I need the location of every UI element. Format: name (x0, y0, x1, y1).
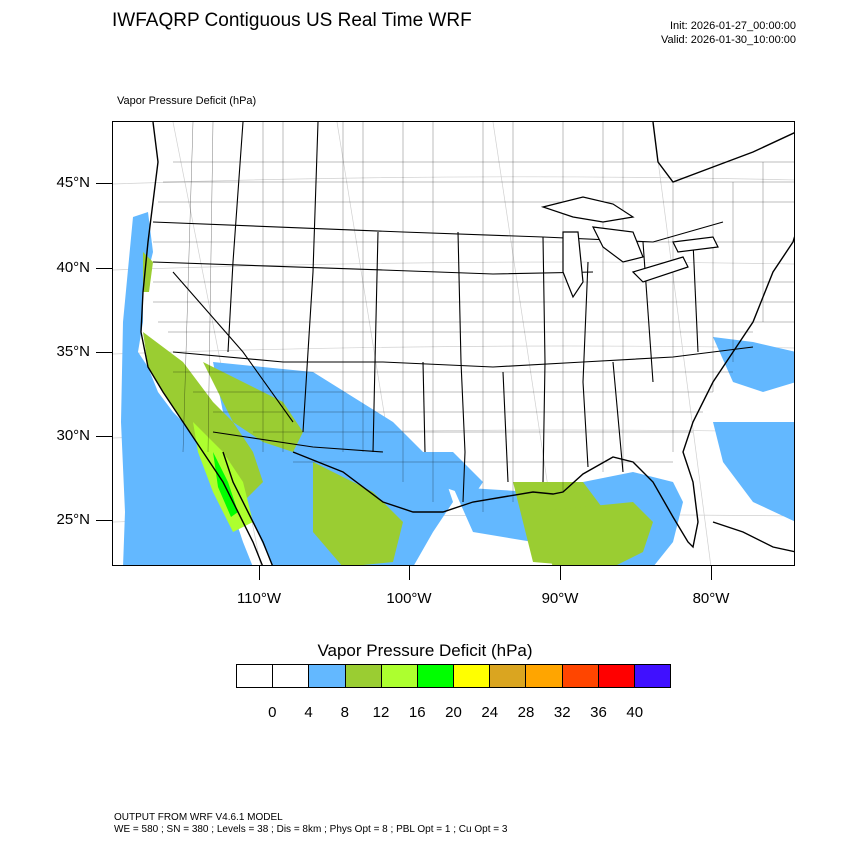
colorbar-title: Vapor Pressure Deficit (hPa) (317, 641, 533, 660)
colorbar-label: 28 (517, 704, 535, 721)
colorbar-box (309, 665, 346, 687)
colorbar-box (526, 665, 563, 687)
colorbar-box (634, 665, 671, 687)
great-lakes (540, 196, 719, 299)
lat-label-45: 45°N (56, 174, 90, 191)
lat-tick (96, 352, 112, 353)
colorbar-label: 40 (626, 704, 644, 721)
colorbar-box (490, 665, 527, 687)
map-canvas (113, 122, 794, 565)
colorbar-label: 16 (408, 704, 426, 721)
lon-label-80w: 80°W (692, 590, 730, 607)
lon-tick (409, 566, 410, 580)
valid-time: Valid: 2026-01-30_10:00:00 (661, 34, 796, 46)
lon-tick (259, 566, 260, 580)
lon-label-90w: 90°W (541, 590, 579, 607)
field-label: Vapor Pressure Deficit (hPa) (117, 95, 257, 107)
colorbar-box (273, 665, 310, 687)
colorbar-box (562, 665, 599, 687)
colorbar-label: 24 (481, 704, 499, 721)
colorbar-label: 12 (372, 704, 390, 721)
colorbar-box (381, 665, 418, 687)
lat-label-35: 35°N (56, 343, 90, 360)
lat-label-40: 40°N (56, 259, 90, 276)
colorbar-box (345, 665, 382, 687)
model-info-line1: OUTPUT FROM WRF V4.6.1 MODEL (114, 812, 283, 823)
model-info-line2: WE = 580 ; SN = 380 ; Levels = 38 ; Dis … (114, 824, 508, 835)
lat-label-25: 25°N (56, 511, 90, 528)
colorbar (236, 664, 671, 688)
lat-tick (96, 520, 112, 521)
county-boundaries (153, 122, 794, 512)
map-title: IWFAQRP Contiguous US Real Time WRF (112, 10, 472, 31)
lat-tick (96, 436, 112, 437)
lon-label-110w: 110°W (236, 590, 282, 607)
colorbar-box (454, 665, 491, 687)
lon-label-100w: 100°W (386, 590, 432, 607)
colorbar-box (598, 665, 635, 687)
lat-label-30: 30°N (56, 427, 90, 444)
coastlines (140, 122, 794, 565)
lon-tick (711, 566, 712, 580)
colorbar-label: 20 (445, 704, 462, 721)
colorbar-label: 0 (268, 704, 277, 721)
map-panel (112, 121, 795, 566)
colorbar-label: 32 (553, 704, 571, 721)
lat-tick (96, 183, 112, 184)
colorbar-label: 36 (590, 704, 607, 721)
colorbar-label: 8 (340, 704, 349, 721)
lon-tick (560, 566, 561, 580)
lat-tick (96, 268, 112, 269)
init-time: Init: 2026-01-27_00:00:00 (670, 20, 796, 32)
colorbar-box (237, 665, 274, 687)
colorbar-box (417, 665, 455, 687)
colorbar-label: 4 (304, 704, 313, 721)
